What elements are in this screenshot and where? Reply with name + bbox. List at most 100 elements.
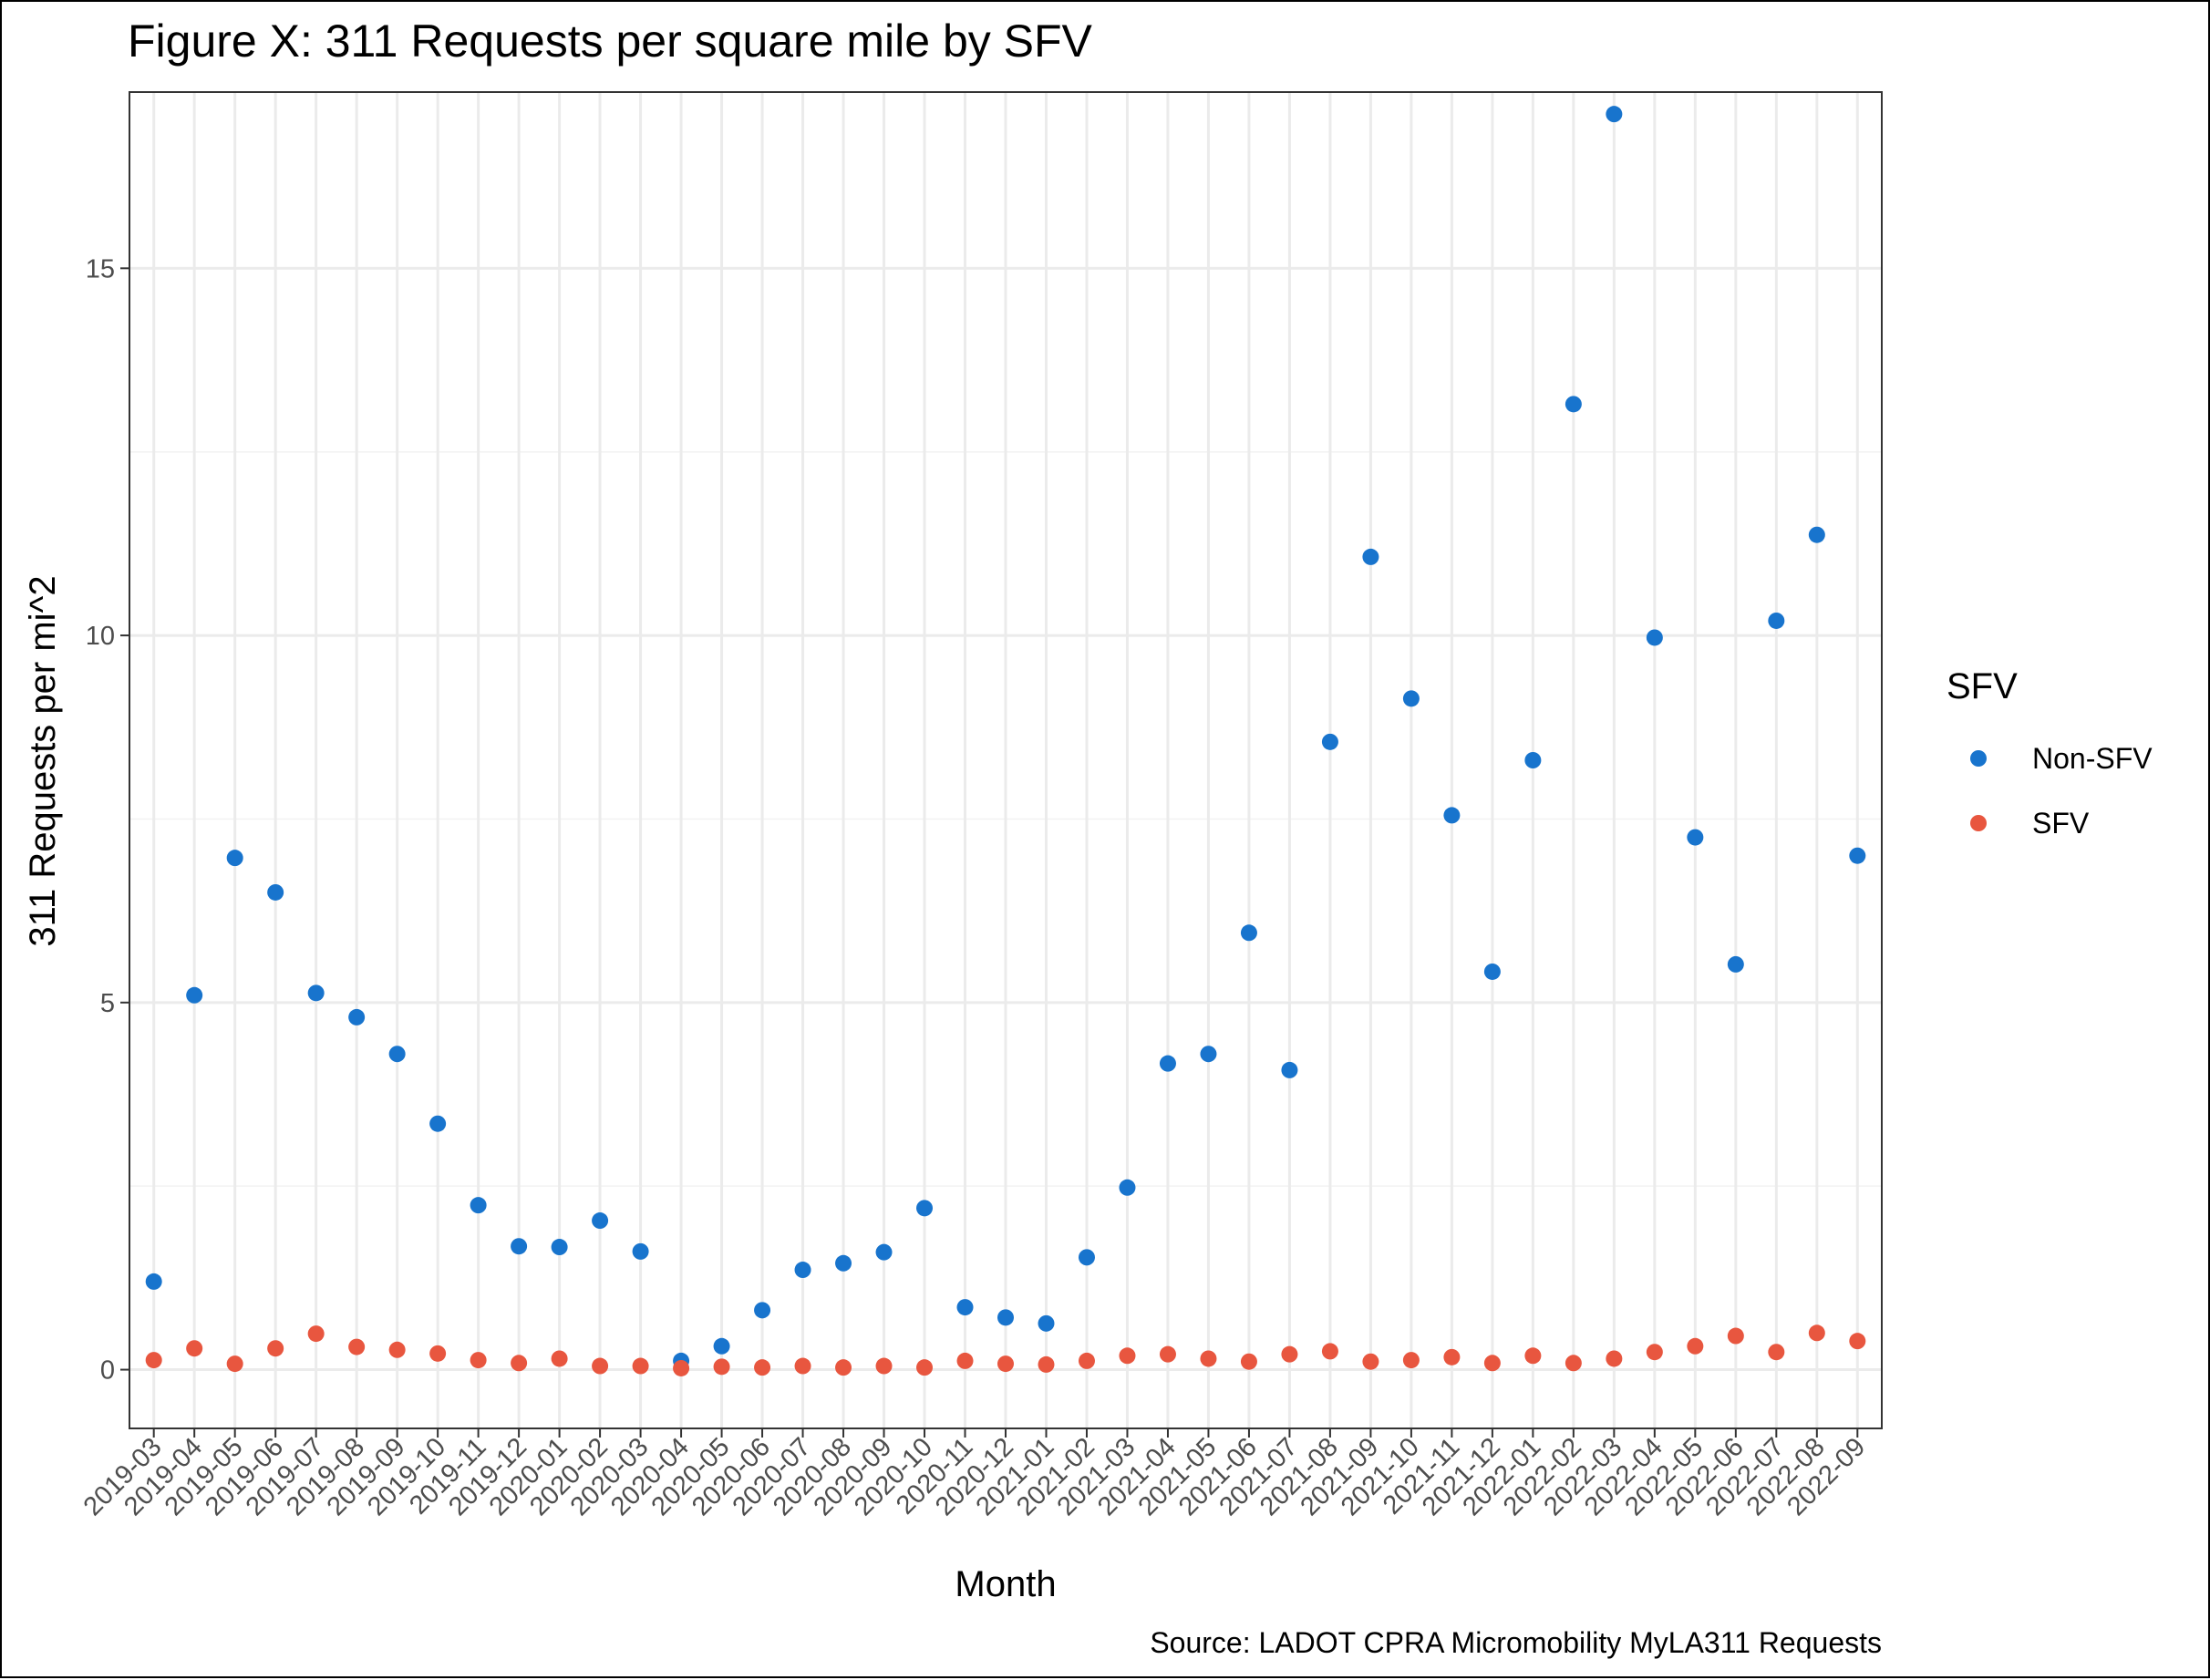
point-sfv <box>1808 1324 1825 1342</box>
legend-label-non-sfv: Non-SFV <box>2032 742 2153 775</box>
point-sfv <box>1281 1345 1298 1363</box>
caption: Source: LADOT CPRA Micromobility MyLA311… <box>1150 1626 1882 1659</box>
y-tick-label: 15 <box>86 254 115 283</box>
point-sfv <box>956 1352 974 1369</box>
point-sfv <box>145 1352 162 1369</box>
point-sfv <box>1483 1355 1501 1372</box>
point-non-sfv <box>388 1046 406 1063</box>
point-sfv <box>1078 1352 1095 1369</box>
point-non-sfv <box>1240 924 1257 942</box>
point-non-sfv <box>754 1302 771 1319</box>
point-non-sfv <box>835 1254 852 1272</box>
point-non-sfv <box>186 986 203 1004</box>
point-non-sfv <box>1402 690 1420 707</box>
point-sfv <box>1200 1350 1217 1367</box>
point-sfv <box>713 1358 730 1376</box>
point-non-sfv <box>307 984 325 1002</box>
point-non-sfv <box>267 883 284 901</box>
point-sfv <box>1402 1352 1420 1369</box>
point-sfv <box>1849 1333 1866 1350</box>
point-sfv <box>997 1355 1014 1373</box>
point-non-sfv <box>592 1212 609 1230</box>
point-non-sfv <box>713 1337 730 1355</box>
point-non-sfv <box>429 1115 447 1132</box>
point-non-sfv <box>1321 733 1338 750</box>
point-sfv <box>511 1355 528 1372</box>
point-sfv <box>1119 1347 1136 1365</box>
point-non-sfv <box>145 1273 162 1290</box>
point-sfv <box>754 1359 771 1376</box>
point-non-sfv <box>1524 752 1542 768</box>
point-sfv <box>1443 1348 1461 1366</box>
point-sfv <box>1565 1355 1582 1372</box>
point-non-sfv <box>551 1239 568 1256</box>
point-sfv <box>592 1357 609 1375</box>
point-sfv <box>307 1325 325 1343</box>
point-non-sfv <box>1646 629 1663 646</box>
point-non-sfv <box>1606 106 1623 123</box>
point-sfv <box>470 1352 487 1369</box>
point-non-sfv <box>511 1238 528 1255</box>
y-tick-label: 0 <box>100 1356 115 1386</box>
point-non-sfv <box>1078 1249 1095 1266</box>
points-layer <box>145 106 1866 1376</box>
chart-title: Figure X: 311 Requests per square mile b… <box>128 15 1093 67</box>
grid-major <box>129 92 1882 1428</box>
point-non-sfv <box>1687 829 1704 846</box>
legend-key-non-sfv <box>1970 750 1987 767</box>
point-sfv <box>835 1359 852 1376</box>
point-sfv <box>551 1350 568 1367</box>
point-non-sfv <box>1281 1061 1298 1078</box>
point-sfv <box>1727 1327 1744 1345</box>
point-sfv <box>875 1357 893 1375</box>
point-sfv <box>267 1340 284 1357</box>
legend-title: SFV <box>1947 666 2018 706</box>
point-non-sfv <box>348 1008 366 1026</box>
point-sfv <box>632 1357 649 1375</box>
point-sfv <box>1240 1353 1257 1370</box>
point-sfv <box>1159 1345 1176 1363</box>
point-sfv <box>916 1359 934 1376</box>
point-non-sfv <box>226 850 243 867</box>
point-sfv <box>388 1341 406 1358</box>
point-non-sfv <box>1119 1179 1136 1196</box>
point-sfv <box>1606 1350 1623 1367</box>
point-sfv <box>1524 1347 1542 1365</box>
point-sfv <box>794 1357 811 1375</box>
point-sfv <box>1038 1355 1055 1373</box>
point-non-sfv <box>1565 396 1582 413</box>
point-non-sfv <box>1038 1314 1055 1332</box>
point-non-sfv <box>1159 1055 1176 1072</box>
y-tick-label: 5 <box>100 989 115 1018</box>
y-tick-label: 10 <box>86 622 115 651</box>
point-non-sfv <box>794 1262 811 1279</box>
point-sfv <box>348 1338 366 1355</box>
point-sfv <box>186 1340 203 1357</box>
legend-key-sfv <box>1970 815 1987 831</box>
point-sfv <box>1321 1343 1338 1360</box>
y-axis-title: 311 Requests per mi^2 <box>23 575 63 946</box>
point-sfv <box>429 1345 447 1362</box>
point-non-sfv <box>956 1299 974 1316</box>
legend-label-sfv: SFV <box>2032 807 2090 840</box>
point-non-sfv <box>916 1200 934 1217</box>
point-non-sfv <box>1483 963 1501 980</box>
point-non-sfv <box>1200 1046 1217 1063</box>
y-axis: 0 5 10 15 <box>86 254 129 1386</box>
point-non-sfv <box>1768 612 1785 629</box>
legend: SFV Non-SFV SFV <box>1947 666 2153 840</box>
x-axis: 2019-032019-042019-052019-062019-072019-… <box>78 1428 1871 1521</box>
point-non-sfv <box>470 1197 487 1214</box>
point-non-sfv <box>1849 847 1866 864</box>
point-sfv <box>1362 1353 1379 1370</box>
point-non-sfv <box>1808 526 1825 543</box>
point-sfv <box>1768 1344 1785 1361</box>
point-sfv <box>1687 1337 1704 1355</box>
point-non-sfv <box>1727 955 1744 973</box>
x-axis-title: Month <box>955 1564 1056 1604</box>
point-non-sfv <box>875 1243 893 1261</box>
point-non-sfv <box>1443 807 1461 824</box>
point-sfv <box>673 1359 690 1376</box>
